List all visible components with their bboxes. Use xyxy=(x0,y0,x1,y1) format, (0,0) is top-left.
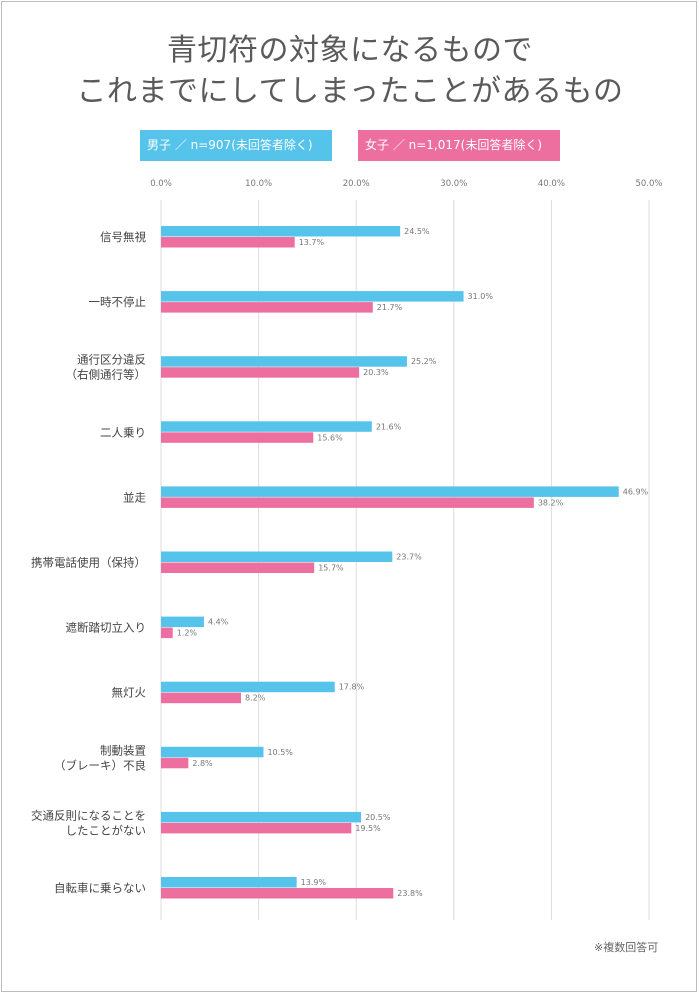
data-label: 31.0% xyxy=(468,292,494,301)
data-label: 21.7% xyxy=(377,303,403,312)
bar-male xyxy=(161,356,407,367)
bar-male xyxy=(161,746,264,758)
title-line-1: 青切符の対象になるもので xyxy=(167,33,533,68)
data-label: 20.5% xyxy=(365,813,391,822)
category-label: 遮断踏切立入り xyxy=(66,621,147,635)
legend-male: 男子 ／ n=907(未回答者除く) xyxy=(140,130,332,161)
bar-female xyxy=(161,367,360,378)
category-label: したことがない xyxy=(66,823,147,837)
category-label: 並走 xyxy=(123,490,146,504)
category-label: 一時不停止 xyxy=(89,295,147,309)
data-label: 2.8% xyxy=(192,759,213,768)
footnote: ※複数回答可 xyxy=(594,941,659,954)
category-label: （ブレーキ）不良 xyxy=(54,758,146,772)
bar-male xyxy=(161,226,401,237)
data-label: 4.4% xyxy=(208,618,229,627)
bar-male xyxy=(161,681,335,693)
data-label: 23.7% xyxy=(396,553,422,562)
bar-female xyxy=(161,237,295,248)
category-label: 制動装置 xyxy=(100,743,146,757)
x-tick-label: 10.0% xyxy=(245,179,272,189)
data-label: 25.2% xyxy=(411,357,437,366)
category-label: 自転車に乗らない xyxy=(54,881,146,895)
bar-female xyxy=(161,627,173,639)
bar-female xyxy=(161,562,315,573)
category-label: （右側通行等） xyxy=(66,368,147,382)
data-label: 19.5% xyxy=(355,824,381,833)
data-label: 13.7% xyxy=(299,238,325,247)
bar-female xyxy=(161,432,314,443)
data-label: 1.2% xyxy=(177,629,198,638)
x-tick-label: 20.0% xyxy=(343,179,370,189)
data-label: 20.3% xyxy=(363,368,389,377)
bar-male xyxy=(161,877,297,888)
bar-male xyxy=(161,551,393,562)
chart-title: 青切符の対象になるもので これまでにしてしまったことがあるもの xyxy=(0,30,700,112)
bar-male xyxy=(161,421,372,432)
data-label: 15.6% xyxy=(317,433,343,442)
bar-female xyxy=(161,888,394,899)
bar-female xyxy=(161,822,352,834)
bar-male xyxy=(161,811,362,823)
x-tick-label: 0.0% xyxy=(150,179,172,189)
data-label: 38.2% xyxy=(538,498,564,507)
x-tick-label: 50.0% xyxy=(635,179,662,189)
data-label: 10.5% xyxy=(267,748,293,757)
category-label: 無灯火 xyxy=(112,686,147,700)
data-label: 8.2% xyxy=(245,694,266,703)
category-label: 交通反則になることを xyxy=(31,808,146,822)
data-label: 13.9% xyxy=(301,878,327,887)
bar-male xyxy=(161,291,464,302)
data-label: 46.9% xyxy=(623,487,649,496)
title-line-2: これまでにしてしまったことがあるもの xyxy=(76,74,624,109)
x-tick-label: 40.0% xyxy=(538,179,565,189)
bar-male xyxy=(161,616,204,628)
category-label: 信号無視 xyxy=(100,230,146,244)
legend-female: 女子 ／ n=1,017(未回答者除く) xyxy=(358,130,560,161)
bar-female xyxy=(161,757,189,769)
category-label: 二人乗り xyxy=(100,425,146,439)
data-label: 24.5% xyxy=(404,227,430,236)
bar-female xyxy=(161,497,534,508)
data-label: 17.8% xyxy=(339,683,365,692)
data-label: 15.7% xyxy=(318,564,344,573)
x-tick-label: 30.0% xyxy=(440,179,467,189)
category-label: 携帯電話使用（保持） xyxy=(31,556,146,570)
data-label: 21.6% xyxy=(376,422,402,431)
bar-female xyxy=(161,302,373,313)
bar-female xyxy=(161,692,242,704)
data-label: 23.8% xyxy=(397,889,423,898)
category-label: 通行区分違反 xyxy=(77,353,146,367)
bar-male xyxy=(161,486,619,497)
